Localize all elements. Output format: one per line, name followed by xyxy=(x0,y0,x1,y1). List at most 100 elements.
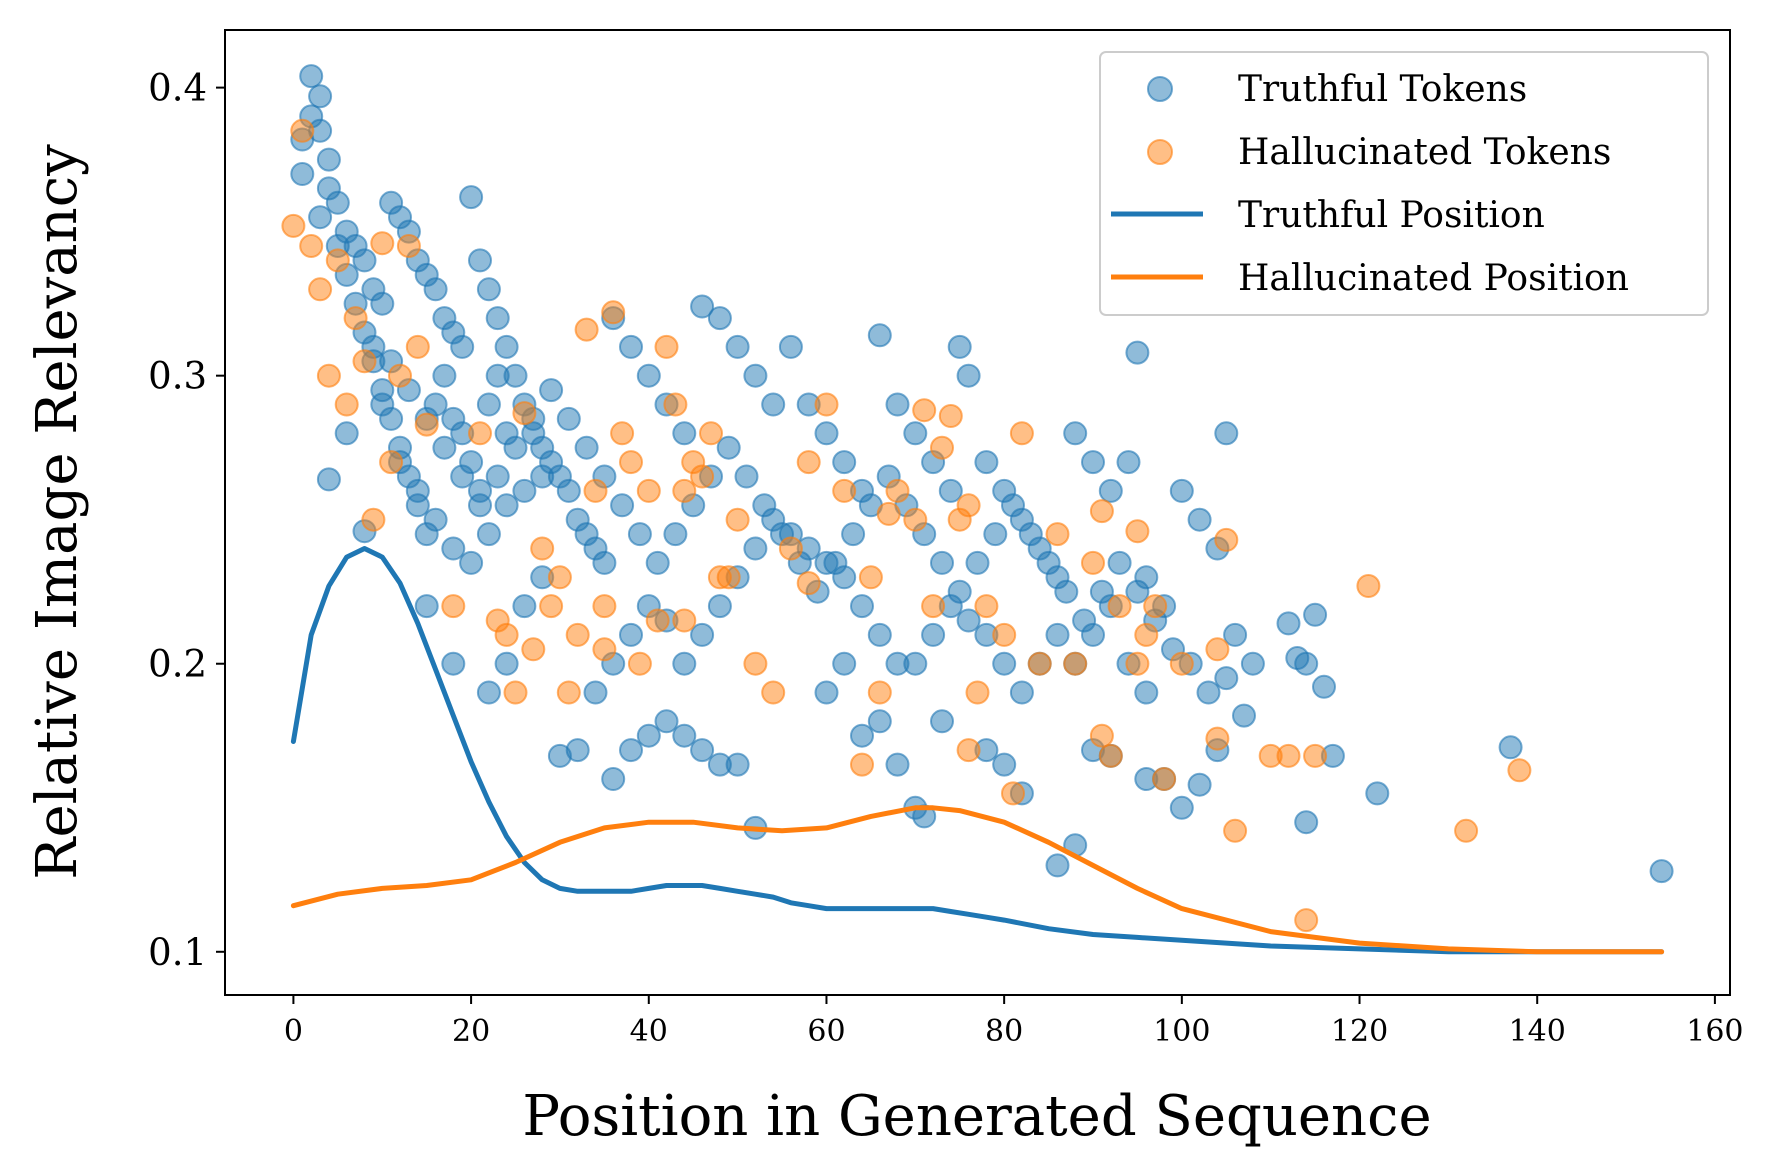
point-truthful-tokens xyxy=(494,421,519,446)
point-truthful-tokens xyxy=(1223,622,1248,647)
legend-box xyxy=(1099,51,1709,316)
point-hallucinated-tokens xyxy=(1454,818,1479,843)
point-truthful-tokens xyxy=(992,752,1017,777)
point-truthful-tokens xyxy=(654,709,679,734)
point-truthful-tokens xyxy=(1240,651,1265,676)
point-truthful-tokens xyxy=(707,306,732,331)
point-hallucinated-tokens xyxy=(814,392,839,417)
point-hallucinated-tokens xyxy=(699,421,723,446)
point-hallucinated-tokens xyxy=(885,478,910,503)
point-hallucinated-tokens xyxy=(308,277,333,302)
point-truthful-tokens xyxy=(1054,579,1079,604)
point-truthful-tokens xyxy=(370,378,395,403)
point-truthful-tokens xyxy=(1276,611,1301,636)
point-hallucinated-tokens xyxy=(503,680,528,705)
point-truthful-tokens xyxy=(832,651,857,676)
point-hallucinated-tokens xyxy=(1143,594,1168,619)
point-truthful-tokens xyxy=(734,464,759,489)
point-truthful-tokens xyxy=(610,493,635,518)
point-hallucinated-tokens xyxy=(796,571,821,596)
point-hallucinated-tokens xyxy=(858,565,883,590)
point-truthful-tokens xyxy=(1498,735,1523,760)
legend-label-truthful-position: Truthful Position xyxy=(1238,195,1545,236)
y-tick-label: 0.1 xyxy=(148,931,207,974)
point-truthful-tokens xyxy=(663,522,688,547)
point-hallucinated-tokens xyxy=(468,421,492,446)
point-truthful-tokens xyxy=(930,709,954,734)
point-truthful-tokens xyxy=(636,723,661,748)
point-truthful-tokens xyxy=(850,594,874,619)
point-hallucinated-tokens xyxy=(663,392,688,417)
point-truthful-tokens xyxy=(956,363,981,388)
point-truthful-tokens xyxy=(778,334,803,359)
point-hallucinated-tokens xyxy=(530,536,555,561)
x-tick-label: 80 xyxy=(985,1014,1023,1049)
point-hallucinated-tokens xyxy=(743,651,768,676)
point-truthful-tokens xyxy=(930,550,954,575)
point-truthful-tokens xyxy=(1187,507,1212,532)
legend-label-hallucinated-position: Hallucinated Position xyxy=(1238,258,1629,299)
point-truthful-tokens xyxy=(992,651,1017,676)
point-truthful-tokens xyxy=(494,651,519,676)
point-truthful-tokens xyxy=(690,294,715,319)
point-truthful-tokens xyxy=(1045,622,1070,647)
point-truthful-tokens xyxy=(1098,478,1123,503)
point-truthful-tokens xyxy=(1649,859,1674,884)
point-truthful-tokens xyxy=(485,306,510,331)
point-truthful-tokens xyxy=(1107,550,1132,575)
legend: Truthful Tokens Hallucinated Tokens Trut… xyxy=(1099,51,1709,316)
point-truthful-tokens xyxy=(476,392,501,417)
point-truthful-tokens xyxy=(352,248,377,273)
point-truthful-tokens xyxy=(308,205,333,230)
point-truthful-tokens xyxy=(1232,703,1256,728)
point-truthful-tokens xyxy=(885,752,910,777)
point-truthful-tokens xyxy=(921,622,946,647)
point-truthful-tokens xyxy=(432,435,457,460)
point-hallucinated-tokens xyxy=(1107,594,1132,619)
x-tick-label: 40 xyxy=(630,1014,668,1049)
legend-marker-hallucinated-tokens xyxy=(1147,139,1173,165)
point-truthful-tokens xyxy=(494,493,519,518)
point-truthful-tokens xyxy=(841,522,866,547)
point-hallucinated-tokens xyxy=(601,300,626,325)
point-truthful-tokens xyxy=(1045,853,1070,878)
point-hallucinated-tokens xyxy=(1205,726,1230,751)
point-hallucinated-tokens xyxy=(1125,651,1150,676)
point-truthful-tokens xyxy=(476,680,501,705)
point-hallucinated-tokens xyxy=(281,213,306,238)
point-hallucinated-tokens xyxy=(1089,499,1114,524)
point-truthful-tokens xyxy=(459,450,484,475)
point-truthful-tokens xyxy=(1036,550,1061,575)
point-truthful-tokens xyxy=(645,550,670,575)
point-truthful-tokens xyxy=(947,334,972,359)
point-hallucinated-tokens xyxy=(547,565,572,590)
point-truthful-tokens xyxy=(1072,608,1097,633)
point-truthful-tokens xyxy=(485,464,510,489)
point-hallucinated-tokens xyxy=(636,478,661,503)
point-truthful-tokens xyxy=(636,363,661,388)
point-hallucinated-tokens xyxy=(1356,574,1381,598)
point-hallucinated-tokens xyxy=(610,421,635,446)
point-truthful-tokens xyxy=(379,406,404,431)
point-hallucinated-tokens xyxy=(334,392,359,417)
point-truthful-tokens xyxy=(405,493,430,518)
point-truthful-tokens xyxy=(672,651,697,676)
x-axis-label: Position in Generated Sequence xyxy=(522,1084,1431,1149)
point-truthful-tokens xyxy=(627,522,652,547)
point-truthful-tokens xyxy=(903,421,928,446)
point-hallucinated-tokens xyxy=(974,594,999,619)
point-truthful-tokens xyxy=(1214,421,1239,446)
point-truthful-tokens xyxy=(672,723,697,748)
point-hallucinated-tokens xyxy=(672,478,697,503)
point-hallucinated-tokens xyxy=(876,501,901,526)
point-truthful-tokens xyxy=(832,450,857,475)
point-hallucinated-tokens xyxy=(654,334,679,359)
x-tick-label: 120 xyxy=(1331,1014,1388,1049)
point-truthful-tokens xyxy=(414,522,439,547)
point-hallucinated-tokens xyxy=(1027,651,1052,676)
legend-label-truthful-tokens: Truthful Tokens xyxy=(1238,69,1527,110)
point-truthful-tokens xyxy=(707,594,732,619)
point-hallucinated-tokens xyxy=(619,450,643,475)
point-truthful-tokens xyxy=(1312,674,1336,699)
point-truthful-tokens xyxy=(423,392,448,417)
